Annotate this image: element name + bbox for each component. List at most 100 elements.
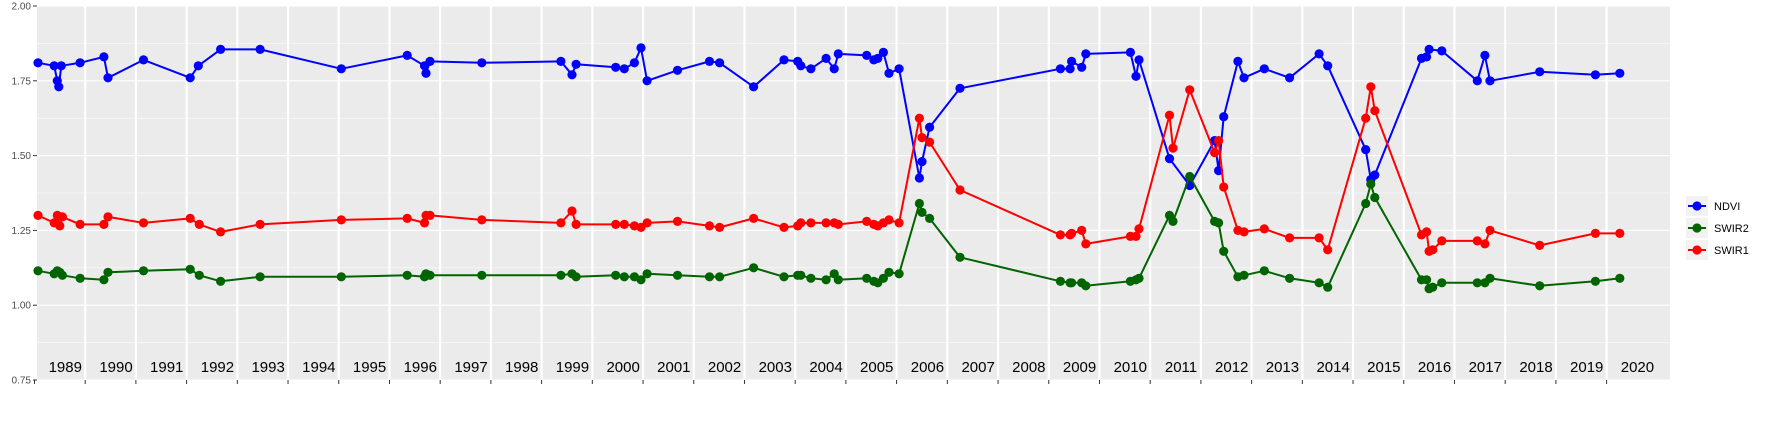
data-point-ndvi — [1219, 112, 1229, 122]
data-point-swir1 — [1214, 136, 1224, 146]
data-point-swir1 — [1590, 228, 1600, 238]
data-point-ndvi — [1259, 64, 1269, 74]
data-point-ndvi — [1314, 49, 1324, 59]
data-point-swir1 — [255, 219, 265, 229]
data-point-swir2 — [1615, 273, 1625, 283]
y-tick-label: 1.50 — [12, 151, 32, 162]
data-point-ndvi — [54, 82, 64, 92]
legend-item-ndvi: NDVI — [1686, 196, 1740, 216]
data-point-swir2 — [779, 272, 789, 282]
data-point-swir1 — [556, 218, 566, 228]
data-point-swir2 — [1428, 282, 1438, 292]
data-point-swir1 — [715, 222, 725, 232]
data-point-ndvi — [1055, 64, 1065, 74]
data-point-swir1 — [1422, 227, 1432, 237]
data-point-swir1 — [1285, 233, 1295, 243]
data-point-ndvi — [1424, 44, 1434, 55]
data-point-swir2 — [1485, 273, 1495, 283]
data-point-ndvi — [193, 61, 203, 71]
data-point-swir1 — [884, 215, 894, 225]
data-point-swir1 — [1239, 227, 1249, 237]
data-point-ndvi — [336, 64, 346, 74]
data-point-swir1 — [1219, 182, 1229, 192]
data-point-swir1 — [1370, 106, 1380, 116]
data-point-swir1 — [402, 213, 412, 223]
data-point-ndvi — [704, 56, 715, 66]
data-point-swir2 — [571, 272, 581, 282]
data-point-ndvi — [619, 64, 629, 74]
data-point-swir1 — [821, 218, 831, 228]
data-point-ndvi — [1535, 67, 1545, 77]
year-label: 2013 — [1266, 359, 1299, 376]
year-label: 2001 — [657, 359, 690, 376]
data-point-ndvi — [402, 50, 412, 61]
data-point-swir2 — [672, 270, 683, 280]
data-point-swir1 — [704, 221, 715, 231]
data-point-swir2 — [1239, 270, 1249, 280]
year-label: 2005 — [860, 359, 893, 376]
data-point-swir1 — [1055, 230, 1065, 240]
data-point-ndvi — [477, 58, 487, 68]
data-point-swir1 — [925, 137, 935, 147]
data-point-ndvi — [567, 70, 577, 80]
year-label: 2003 — [759, 359, 792, 376]
data-point-swir2 — [1437, 278, 1447, 288]
data-point-ndvi — [425, 56, 435, 66]
year-label: 2012 — [1215, 359, 1248, 376]
year-label: 1997 — [454, 359, 487, 376]
data-point-swir1 — [1168, 143, 1178, 153]
data-point-swir1 — [1185, 85, 1195, 95]
data-point-swir1 — [749, 213, 759, 223]
data-point-ndvi — [1480, 50, 1490, 61]
y-tick-label: 1.00 — [12, 301, 32, 312]
data-point-swir2 — [194, 270, 204, 280]
data-point-ndvi — [862, 50, 872, 61]
data-point-swir2 — [833, 275, 843, 285]
data-point-swir2 — [1370, 192, 1380, 203]
data-point-swir2 — [255, 272, 265, 282]
data-point-swir1 — [894, 218, 904, 228]
data-point-ndvi — [1323, 61, 1333, 71]
data-point-swir2 — [425, 270, 435, 280]
data-point-swir1 — [425, 210, 435, 220]
data-point-swir2 — [636, 275, 646, 285]
data-point-swir2 — [138, 266, 149, 276]
legend-label-swir2: SWIR2 — [1714, 223, 1749, 235]
data-point-swir1 — [1210, 148, 1220, 158]
data-point-ndvi — [1370, 170, 1380, 180]
data-point-swir2 — [1055, 276, 1065, 286]
data-point-swir2 — [619, 272, 629, 282]
year-label: 1996 — [404, 359, 437, 376]
data-point-swir2 — [103, 267, 113, 277]
x-axis — [33, 380, 1608, 384]
year-label: 1992 — [201, 359, 234, 376]
data-point-ndvi — [1131, 71, 1141, 81]
data-point-swir1 — [419, 218, 430, 228]
data-point-swir1 — [1081, 239, 1091, 249]
y-tick-label: 1.25 — [12, 226, 32, 237]
data-point-ndvi — [1077, 62, 1087, 72]
data-point-ndvi — [1472, 76, 1482, 86]
data-point-swir2 — [556, 270, 566, 280]
data-point-ndvi — [255, 44, 265, 55]
data-point-swir1 — [138, 218, 149, 228]
data-point-ndvi — [185, 73, 195, 83]
data-point-swir2 — [806, 273, 816, 283]
data-point-ndvi — [1134, 55, 1144, 65]
data-point-ndvi — [672, 65, 683, 75]
data-point-swir2 — [1472, 278, 1482, 288]
data-point-ndvi — [103, 73, 113, 83]
legend: NDVI SWIR2 SWIR1 — [1686, 196, 1749, 260]
data-point-swir1 — [672, 216, 683, 226]
data-point-swir2 — [796, 270, 806, 280]
data-point-ndvi — [1615, 68, 1625, 78]
data-point-ndvi — [1422, 52, 1432, 62]
data-point-ndvi — [1590, 70, 1600, 80]
data-point-swir2 — [336, 272, 346, 282]
series-swir2 — [33, 171, 1625, 294]
y-tick-label: 1.75 — [12, 76, 32, 87]
data-point-swir1 — [1366, 82, 1376, 92]
data-point-swir1 — [779, 222, 789, 232]
